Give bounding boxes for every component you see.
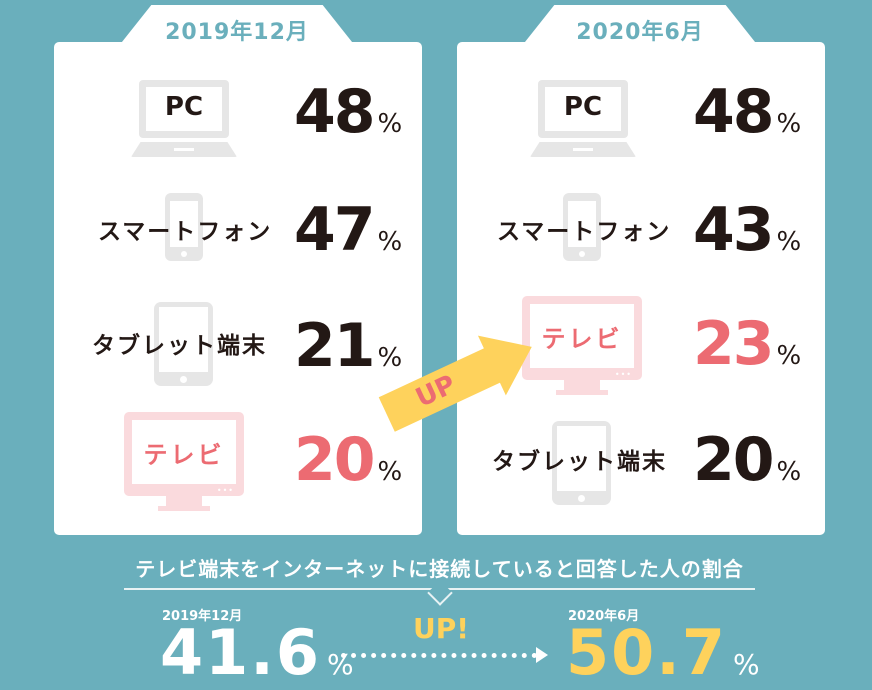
tv-percent-2020: 23% xyxy=(693,309,802,379)
tablet-icon xyxy=(552,421,611,505)
up-label: UP! xyxy=(413,612,470,645)
smartphone-percent-2020: 43% xyxy=(693,195,802,265)
smartphone-label: スマートフォン xyxy=(497,219,672,245)
before-date: 2019年12月 xyxy=(162,609,243,624)
tv-label: テレビ xyxy=(541,325,623,353)
tablet-percent-2020: 20% xyxy=(693,425,802,495)
tv-percent-2019: 20% xyxy=(294,425,403,495)
tablet-label: タブレット端末 xyxy=(92,333,267,359)
after-date: 2020年6月 xyxy=(568,609,640,624)
smartphone-icon xyxy=(165,193,203,261)
pc-label: PC xyxy=(164,92,204,122)
arrow-right-icon xyxy=(536,647,548,663)
before-value: 41.6% xyxy=(160,616,356,689)
panel-title-2020: 2020年6月 xyxy=(576,20,704,45)
laptop-icon: PC xyxy=(530,80,636,160)
dotted-arrow-line xyxy=(341,653,537,658)
tablet-percent-2019: 21% xyxy=(294,311,403,381)
pc-percent-2020: 48% xyxy=(693,77,802,147)
smartphone-label: スマートフォン xyxy=(98,219,273,245)
panel-tab-2020 xyxy=(521,5,759,47)
panel-tab-2019 xyxy=(118,5,356,47)
summary-title: テレビ端末をインターネットに接続していると回答した人の割合 xyxy=(135,557,744,581)
panel-title-2019: 2019年12月 xyxy=(165,20,309,45)
tablet-label: タブレット端末 xyxy=(492,449,667,475)
panel-2020-jun xyxy=(457,42,825,535)
tv-label: テレビ xyxy=(143,441,225,469)
tablet-icon xyxy=(154,302,213,386)
tv-icon: ••• テレビ xyxy=(124,412,244,512)
after-value: 50.7% xyxy=(566,616,762,689)
tv-icon: ••• テレビ xyxy=(522,296,642,396)
smartphone-icon xyxy=(563,193,601,261)
laptop-icon: PC xyxy=(131,80,237,160)
smartphone-percent-2019: 47% xyxy=(294,195,403,265)
pc-label: PC xyxy=(563,92,603,122)
pc-percent-2019: 48% xyxy=(294,77,403,147)
